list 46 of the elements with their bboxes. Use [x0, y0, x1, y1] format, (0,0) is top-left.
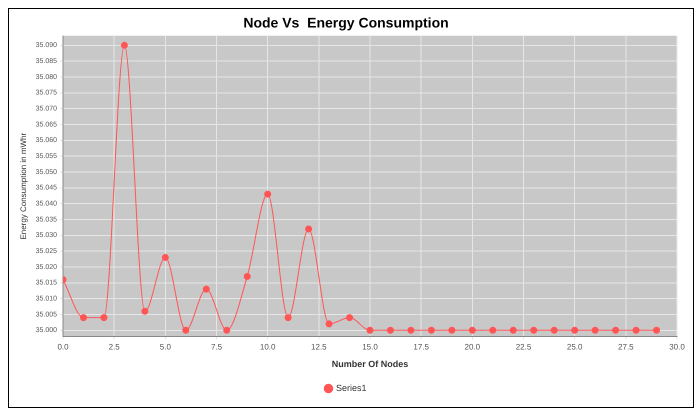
point: [468, 326, 476, 334]
x-tick-label: 30.0: [669, 342, 686, 352]
point: [510, 326, 517, 334]
chart-title: Node Vs Energy Consumption: [243, 14, 449, 30]
point: [202, 286, 210, 293]
point: [571, 326, 578, 334]
point: [264, 190, 272, 198]
x-tick-label: 17.5: [413, 342, 430, 352]
point: [632, 326, 640, 334]
point: [612, 326, 620, 334]
legend-label: Series1: [336, 382, 367, 393]
point: [80, 314, 87, 322]
x-tick-label: 7.5: [210, 342, 223, 352]
point: [120, 42, 128, 49]
point: [366, 326, 374, 334]
point: [530, 326, 538, 334]
x-tick-label: 10.0: [260, 342, 276, 352]
x-tick-label: 0.0: [57, 342, 70, 352]
point: [346, 314, 354, 322]
point: [592, 326, 599, 334]
point: [305, 225, 312, 232]
x-tick-label: 5.0: [160, 342, 172, 352]
point: [162, 254, 169, 261]
point: [407, 326, 414, 334]
x-tick-label: 2.5: [108, 342, 120, 352]
point: [141, 308, 148, 315]
x-axis-title: Number Of Nodes: [332, 359, 408, 370]
x-tick-label: 22.5: [516, 342, 532, 352]
point: [326, 320, 333, 328]
point: [100, 314, 108, 322]
x-tick-label: 27.5: [618, 342, 634, 352]
point: [653, 326, 660, 334]
point: [244, 272, 251, 280]
x-tick-label: 25.0: [566, 342, 583, 352]
point: [448, 326, 456, 334]
x-tick-label: 20.0: [464, 342, 481, 352]
x-tick-label: 15.0: [362, 342, 378, 352]
point: [489, 326, 496, 334]
x-tick-label: 12.5: [311, 342, 328, 352]
point: [428, 326, 435, 334]
point: [182, 326, 190, 334]
point: [386, 326, 394, 334]
point: [284, 314, 292, 322]
y-axis-title: Energy Consumption in mWhr: [19, 132, 28, 240]
point: [550, 326, 558, 334]
point: [223, 326, 230, 334]
